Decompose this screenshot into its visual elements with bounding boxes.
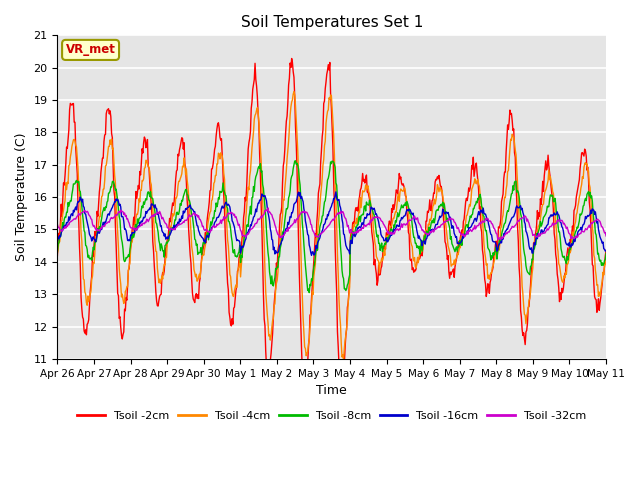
Tsoil -32cm <box>399 221 407 227</box>
Tsoil -2cm <box>120 329 127 335</box>
Tsoil -2cm <box>175 147 183 153</box>
Tsoil -4cm <box>602 258 610 264</box>
Title: Soil Temperatures Set 1: Soil Temperatures Set 1 <box>241 15 423 30</box>
Line: Tsoil -4cm: Tsoil -4cm <box>58 92 606 360</box>
Tsoil -16cm <box>400 213 408 219</box>
Tsoil -32cm <box>495 237 502 242</box>
Tsoil -8cm <box>54 249 61 254</box>
Tsoil -16cm <box>205 235 212 240</box>
Tsoil -2cm <box>205 206 212 212</box>
Line: Tsoil -16cm: Tsoil -16cm <box>58 192 606 255</box>
Tsoil -4cm <box>175 179 183 184</box>
Tsoil -2cm <box>602 248 610 253</box>
Tsoil -16cm <box>308 252 316 258</box>
Tsoil -4cm <box>63 180 71 185</box>
Tsoil -2cm <box>54 252 61 258</box>
Tsoil -8cm <box>400 202 408 208</box>
Tsoil -4cm <box>290 89 298 95</box>
Line: Tsoil -2cm: Tsoil -2cm <box>58 59 606 390</box>
Tsoil -16cm <box>332 189 340 195</box>
Text: VR_met: VR_met <box>66 43 115 57</box>
Tsoil -32cm <box>264 205 272 211</box>
Tsoil -32cm <box>120 212 127 217</box>
Tsoil -2cm <box>400 183 408 189</box>
Tsoil -8cm <box>175 207 183 213</box>
Tsoil -4cm <box>400 186 408 192</box>
Tsoil -2cm <box>416 255 424 261</box>
Tsoil -8cm <box>120 257 127 263</box>
Tsoil -16cm <box>54 238 61 244</box>
Tsoil -2cm <box>300 387 308 393</box>
Tsoil -2cm <box>63 145 71 151</box>
Tsoil -8cm <box>602 251 610 256</box>
Tsoil -32cm <box>54 221 61 227</box>
Tsoil -32cm <box>415 220 423 226</box>
Tsoil -8cm <box>63 209 71 215</box>
Tsoil -8cm <box>305 290 313 296</box>
X-axis label: Time: Time <box>316 384 347 397</box>
Tsoil -4cm <box>120 300 127 306</box>
Tsoil -2cm <box>288 56 296 61</box>
Tsoil -32cm <box>205 229 212 235</box>
Line: Tsoil -32cm: Tsoil -32cm <box>58 208 606 240</box>
Tsoil -4cm <box>416 250 424 255</box>
Tsoil -32cm <box>602 233 610 239</box>
Tsoil -16cm <box>602 248 610 253</box>
Tsoil -16cm <box>416 236 424 241</box>
Tsoil -8cm <box>416 251 424 257</box>
Legend: Tsoil -2cm, Tsoil -4cm, Tsoil -8cm, Tsoil -16cm, Tsoil -32cm: Tsoil -2cm, Tsoil -4cm, Tsoil -8cm, Tsoi… <box>73 407 591 425</box>
Tsoil -4cm <box>54 251 61 256</box>
Tsoil -8cm <box>292 158 300 164</box>
Tsoil -8cm <box>205 237 212 243</box>
Tsoil -4cm <box>205 217 212 223</box>
Tsoil -4cm <box>340 357 348 362</box>
Y-axis label: Soil Temperature (C): Soil Temperature (C) <box>15 133 28 262</box>
Tsoil -32cm <box>63 224 71 229</box>
Tsoil -16cm <box>175 216 183 222</box>
Tsoil -16cm <box>120 218 127 224</box>
Line: Tsoil -8cm: Tsoil -8cm <box>58 161 606 293</box>
Tsoil -32cm <box>175 222 183 228</box>
Tsoil -16cm <box>63 220 71 226</box>
